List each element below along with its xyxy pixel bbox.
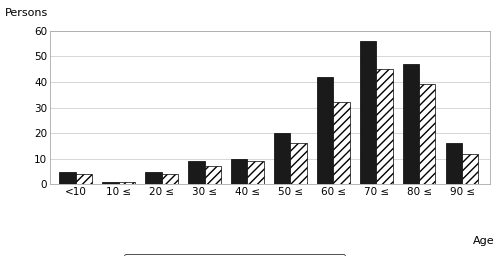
Bar — [419, 84, 436, 184]
Bar — [188, 161, 204, 184]
Bar — [118, 182, 135, 184]
Bar — [334, 102, 349, 184]
Text: Persons: Persons — [5, 8, 48, 18]
Bar — [290, 143, 306, 184]
Bar — [60, 172, 76, 184]
Bar — [376, 69, 392, 184]
Bar — [446, 143, 462, 184]
Bar — [274, 133, 290, 184]
Bar — [146, 172, 162, 184]
Bar — [403, 64, 419, 184]
Bar — [102, 182, 118, 184]
Bar — [231, 159, 248, 184]
Legend: Sudden death cases, PMCT cases: Sudden death cases, PMCT cases — [124, 254, 346, 256]
Bar — [248, 161, 264, 184]
Bar — [204, 166, 221, 184]
Text: Age: Age — [474, 236, 495, 246]
Bar — [462, 154, 478, 184]
Bar — [317, 77, 334, 184]
Bar — [76, 174, 92, 184]
Bar — [162, 174, 178, 184]
Bar — [360, 41, 376, 184]
